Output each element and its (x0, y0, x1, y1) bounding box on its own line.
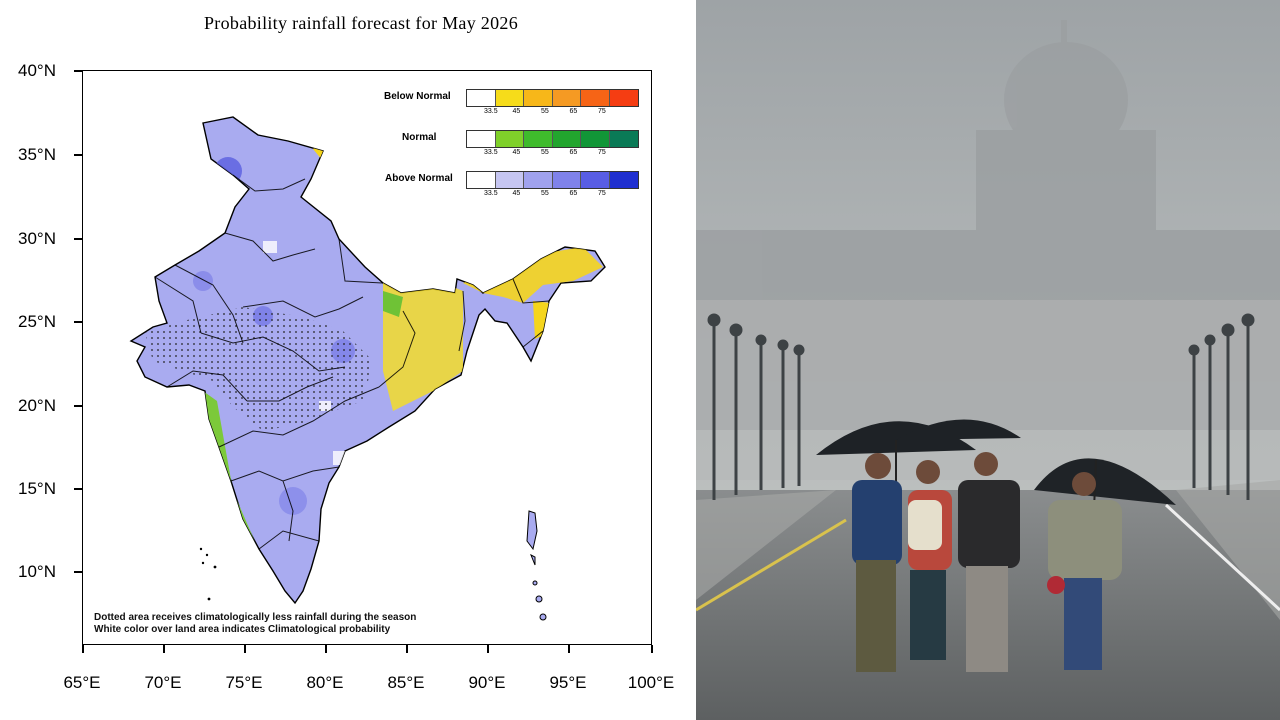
legend-ticks: 33.5 45 55 65 75 (484, 190, 627, 197)
legend-swatch (581, 90, 610, 106)
lakshadweep-islands (199, 547, 217, 601)
legend-swatch (609, 90, 638, 106)
legend-tick-label: 33.5 (484, 149, 498, 156)
map-footnote: Dotted area receives climatologically le… (94, 612, 416, 636)
legend-swatch (495, 90, 524, 106)
lon-label: 65°E (63, 673, 101, 692)
lat-tick (74, 405, 82, 407)
map-title: Probability rainfall forecast for May 20… (203, 13, 518, 33)
lon-tick (651, 645, 653, 653)
legend-swatch (609, 172, 638, 188)
legend-swatch (495, 131, 524, 147)
lat-label: 40°N (18, 61, 56, 80)
legend-tick-label: 55 (541, 108, 549, 115)
legend-tick-label: 55 (541, 190, 549, 197)
legend-tick-label: 45 (512, 108, 521, 115)
lat-label: 10°N (18, 562, 56, 581)
rainy-street-photo (696, 0, 1280, 720)
legend-tick-label: 65 (569, 149, 578, 156)
legend-swatch (581, 172, 610, 188)
legend-tick-label: 33.5 (484, 190, 498, 197)
legend-tick-label: 65 (569, 190, 578, 197)
lat-label: 25°N (18, 312, 56, 331)
lat-label: 30°N (18, 229, 56, 248)
lon-tick (82, 645, 84, 653)
lamp-posts (707, 313, 1255, 500)
legend-swatch (467, 90, 496, 106)
legend-tick-label: 65 (569, 108, 578, 115)
lon-tick (568, 645, 570, 653)
footnote-line: White color over land area indicates Cli… (94, 624, 391, 635)
lat-tick (74, 154, 82, 156)
lon-label: 90°E (468, 673, 506, 692)
legend-swatch (552, 90, 581, 106)
lon-tick (406, 645, 408, 653)
lon-label: 80°E (306, 673, 344, 692)
legend-tick-label: 33.5 (484, 108, 498, 115)
lat-tick (74, 571, 82, 573)
legend-ticks: 33.5 45 55 65 75 (484, 108, 627, 115)
legend-tick-label: 45 (512, 149, 521, 156)
legend-colorbar (466, 130, 639, 148)
legend-tick-label: 45 (512, 190, 521, 197)
legend-label: Above Normal (385, 173, 453, 184)
legend-swatch (552, 131, 581, 147)
lat-label: 35°N (18, 145, 56, 164)
legend-swatch (495, 172, 524, 188)
lat-label: 15°N (18, 479, 56, 498)
lon-tick (325, 645, 327, 653)
lat-tick (74, 238, 82, 240)
andaman-islands (526, 510, 547, 621)
legend-swatch (524, 90, 553, 106)
lat-tick (74, 70, 82, 72)
legend-ticks: 33.5 45 55 65 75 (484, 149, 627, 156)
legend-swatch (524, 172, 553, 188)
legend-label: Normal (402, 132, 437, 143)
legend-tick-label: 75 (598, 190, 606, 197)
legend-swatch (552, 172, 581, 188)
photo-illustration (696, 0, 1280, 720)
india-map (129, 116, 606, 621)
legend-label: Below Normal (384, 91, 451, 102)
people-with-umbrellas (816, 419, 1176, 672)
lon-label: 70°E (144, 673, 182, 692)
map-frame (82, 70, 652, 645)
legend-tick-label: 55 (541, 149, 549, 156)
legend-swatch (524, 131, 553, 147)
legend-swatch (467, 131, 496, 147)
legend-swatch (609, 131, 638, 147)
lon-label: 95°E (549, 673, 587, 692)
legend-tick-label: 75 (598, 149, 606, 156)
india-landmass (129, 116, 606, 605)
legend-swatch (581, 131, 610, 147)
legend-swatch (467, 172, 496, 188)
lon-tick (487, 645, 489, 653)
rainfall-forecast-map: Probability rainfall forecast for May 20… (18, 13, 675, 692)
lon-label: 100°E (627, 673, 675, 692)
legend-colorbar (466, 171, 639, 189)
lon-label: 75°E (225, 673, 263, 692)
legend-colorbar (466, 89, 639, 107)
lon-label: 85°E (387, 673, 425, 692)
lat-label: 20°N (18, 396, 56, 415)
legend-tick-label: 75 (598, 108, 606, 115)
lat-tick (74, 321, 82, 323)
footnote-line: Dotted area receives climatologically le… (94, 612, 417, 623)
lon-tick (163, 645, 165, 653)
lat-tick (74, 488, 82, 490)
lon-tick (244, 645, 246, 653)
